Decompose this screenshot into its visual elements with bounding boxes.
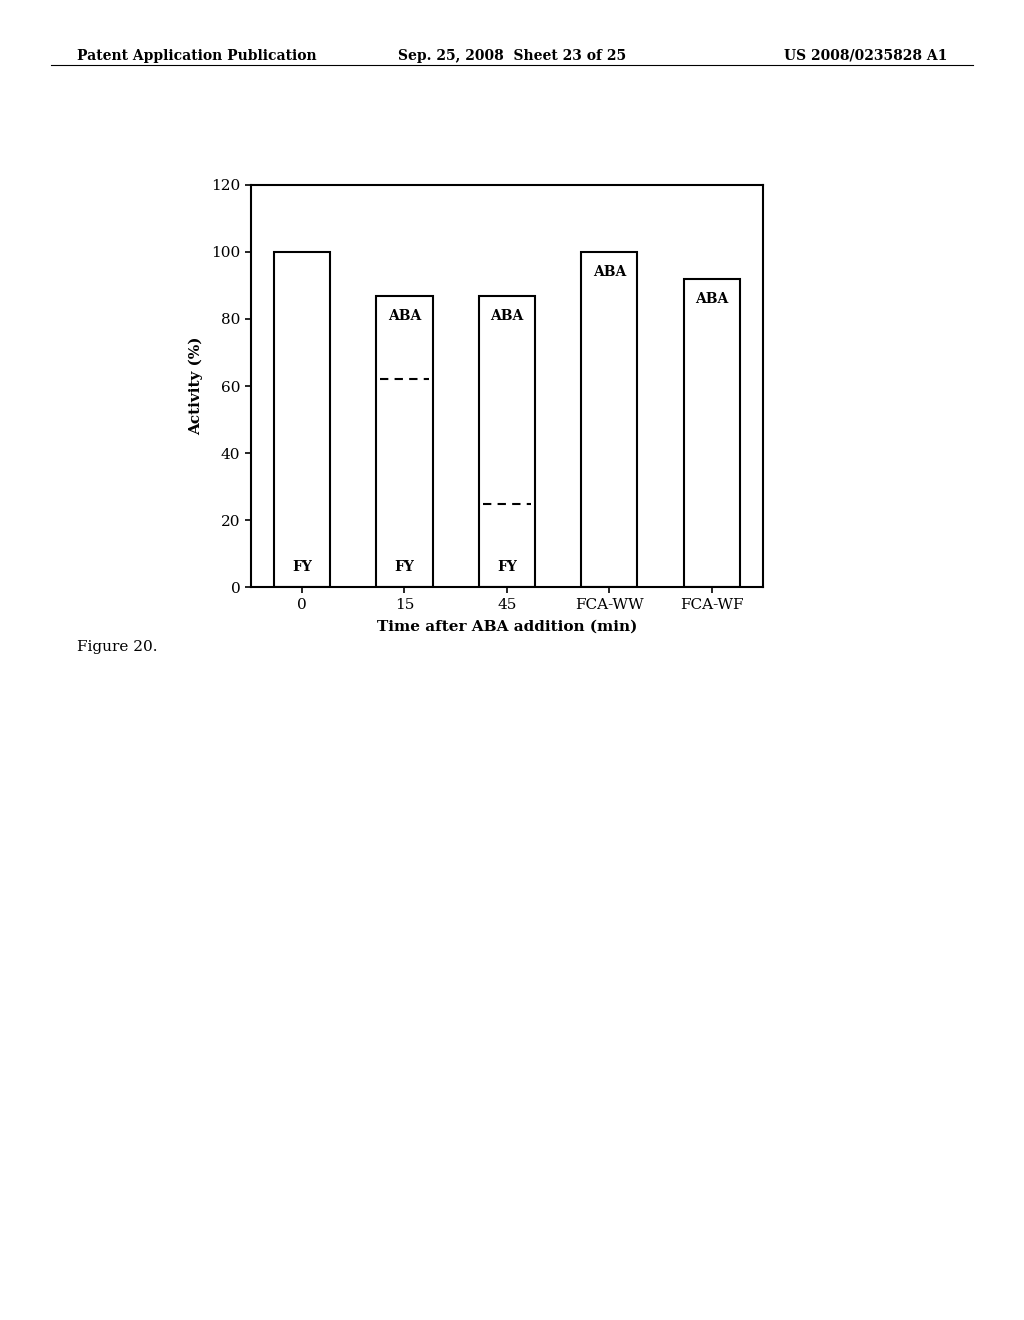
Text: ABA: ABA [490, 309, 523, 323]
Text: FY: FY [292, 560, 312, 574]
Bar [479, 296, 536, 587]
Bar [273, 252, 330, 587]
Text: ABA: ABA [593, 265, 626, 280]
Text: US 2008/0235828 A1: US 2008/0235828 A1 [783, 49, 947, 63]
X-axis label: Time after ABA addition (min): Time after ABA addition (min) [377, 620, 637, 634]
Bar [684, 279, 739, 587]
Bar [582, 252, 637, 587]
Text: ABA: ABA [695, 292, 728, 306]
Bar [377, 296, 432, 587]
Text: Figure 20.: Figure 20. [77, 640, 158, 655]
Y-axis label: Activity (%): Activity (%) [188, 337, 203, 436]
Text: Sep. 25, 2008  Sheet 23 of 25: Sep. 25, 2008 Sheet 23 of 25 [398, 49, 626, 63]
Text: FY: FY [394, 560, 415, 574]
Text: Patent Application Publication: Patent Application Publication [77, 49, 316, 63]
Text: FY: FY [497, 560, 517, 574]
Text: ABA: ABA [388, 309, 421, 323]
